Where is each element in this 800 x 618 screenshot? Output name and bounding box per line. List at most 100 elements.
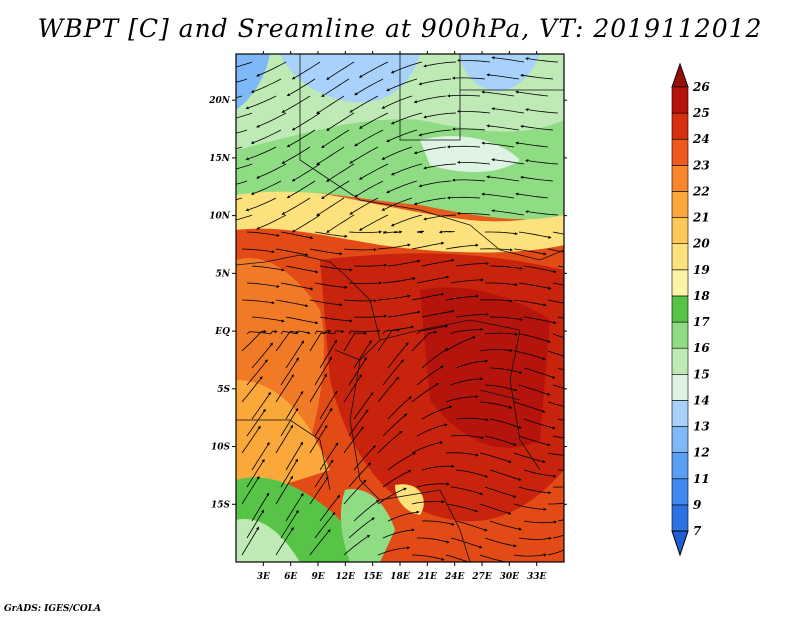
- streamline: [552, 435, 564, 439]
- streamline: [481, 192, 515, 199]
- streamline: [382, 413, 408, 437]
- streamline: [523, 265, 557, 274]
- streamline: [416, 423, 448, 437]
- streamline: [485, 231, 518, 236]
- streamline: [455, 261, 489, 267]
- colorbar-segment: [671, 400, 689, 427]
- streamline: [251, 265, 285, 272]
- streamline: [387, 452, 417, 471]
- streamline: [491, 107, 525, 114]
- streamline: [377, 294, 411, 301]
- colorbar-label: 21: [692, 211, 710, 225]
- streamline: [438, 230, 455, 234]
- streamline: [455, 312, 489, 318]
- streamline: [390, 112, 423, 125]
- streamline: [421, 347, 449, 369]
- streamlines: [236, 56, 564, 562]
- lon-label: 33E: [527, 572, 547, 582]
- streamline: [314, 231, 348, 238]
- streamline: [377, 243, 411, 250]
- streamline: [386, 180, 418, 194]
- colorbar-segment: [671, 347, 689, 375]
- streamline: [281, 197, 311, 215]
- streamline: [445, 336, 476, 352]
- streamline: [523, 469, 557, 478]
- streamline: [285, 265, 319, 274]
- streamline: [319, 265, 353, 272]
- lon-label: 30E: [500, 572, 520, 582]
- streamline: [552, 486, 564, 488]
- colorbar-segment: [671, 373, 689, 401]
- streamline: [515, 90, 549, 97]
- streamline: [457, 58, 491, 63]
- lon-label: 24E: [444, 572, 465, 582]
- grads-credit: GrADS: IGES/COLA: [4, 604, 102, 614]
- streamline: [343, 479, 367, 505]
- streamline: [457, 109, 491, 114]
- streamline: [354, 129, 384, 147]
- colorbar-segment: [671, 269, 689, 297]
- streamline: [285, 390, 304, 420]
- streamline: [518, 231, 552, 239]
- streamline: [445, 294, 479, 301]
- streamline: [314, 282, 348, 289]
- streamline: [557, 469, 564, 471]
- streamline: [525, 159, 559, 165]
- colorbar-segment: [671, 191, 689, 218]
- streamline: [421, 405, 453, 420]
- streamline: [557, 265, 564, 268]
- streamline: [348, 329, 381, 335]
- streamline: [285, 340, 305, 369]
- streamline: [236, 146, 243, 150]
- streamline: [411, 241, 445, 250]
- streamline: [236, 61, 253, 68]
- streamline: [455, 359, 489, 369]
- streamline: [491, 56, 525, 63]
- streamline: [523, 367, 556, 379]
- streamline: [446, 94, 481, 98]
- lon-label: 6E: [284, 572, 297, 582]
- streamline: [291, 163, 321, 182]
- map-title: WBPT [C] and Sreamline at 900hPa, VT: 20…: [37, 14, 763, 43]
- colorbar-segment: [671, 138, 689, 166]
- streamline: [319, 316, 353, 323]
- streamline: [552, 384, 564, 389]
- streamline: [557, 367, 564, 371]
- streamline: [421, 309, 455, 318]
- streamline: [390, 163, 423, 176]
- colorbar-bottom-arrow: [671, 530, 689, 557]
- streamline: [445, 503, 479, 513]
- streamline: [246, 359, 268, 386]
- colorbar-segment: [671, 86, 689, 114]
- colorbar-segment: [671, 321, 689, 349]
- streamline: [416, 324, 449, 335]
- streamline: [486, 73, 520, 80]
- streamline: [256, 214, 287, 230]
- streamline: [445, 452, 479, 457]
- colorbar-segment: [671, 217, 689, 245]
- streamline: [314, 407, 333, 437]
- streamline: [256, 163, 287, 179]
- streamline: [280, 509, 299, 539]
- streamline: [513, 401, 546, 413]
- streamline: [520, 175, 554, 182]
- streamline: [309, 373, 328, 403]
- streamline: [547, 401, 564, 407]
- streamline: [275, 248, 309, 257]
- streamline: [275, 374, 294, 403]
- streamline: [479, 452, 512, 464]
- streamline: [285, 441, 304, 471]
- streamline: [450, 486, 484, 496]
- colorbar-label: 23: [692, 158, 710, 172]
- streamline: [523, 520, 557, 524]
- streamline: [387, 342, 409, 369]
- lat-label: 10N: [209, 212, 231, 222]
- streamline: [326, 214, 355, 233]
- streamline: [413, 197, 447, 206]
- streamline: [343, 248, 378, 252]
- colorbar-label: 25: [692, 106, 710, 120]
- streamline: [241, 475, 260, 505]
- streamline: [236, 78, 248, 83]
- streamline: [484, 435, 517, 446]
- streamline: [280, 458, 299, 488]
